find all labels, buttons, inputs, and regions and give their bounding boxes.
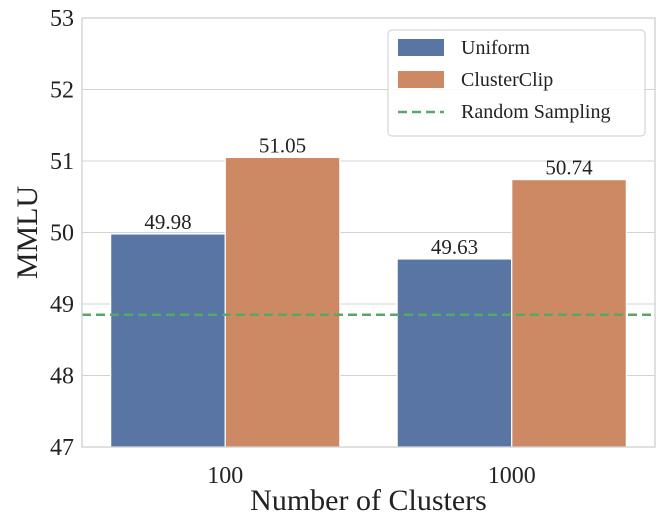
x-axis-label: Number of Clusters [250,484,487,517]
y-axis-label: MMLU [11,185,44,279]
y-ticks: 47 48 49 50 51 52 53 [50,6,74,461]
bar-labels: 49.98 51.05 49.63 50.74 [144,133,593,259]
bars [110,156,627,448]
bar-clusterclip-1000 [511,178,627,448]
y-tick-label: 50 [50,221,74,247]
legend-swatch-clusterclip [398,71,444,88]
y-tick-label: 51 [50,149,74,175]
legend-swatch-uniform [398,39,444,56]
bar-uniform-1000 [396,258,513,448]
data-label: 49.98 [144,210,191,234]
x-tick-label: 1000 [488,463,536,489]
bar-uniform-100 [110,233,226,448]
plot-frame [81,17,656,448]
legend-label: Uniform [461,37,530,59]
y-tick-label: 52 [50,78,74,104]
y-tick-label: 47 [50,435,74,461]
x-tick-label: 100 [207,463,243,489]
data-label: 50.74 [545,156,593,180]
legend-label: ClusterClip [461,69,553,91]
legend-box [387,29,646,137]
data-label: 49.63 [431,235,478,259]
y-tick-label: 49 [50,292,74,318]
y-tick-label: 53 [50,6,74,32]
bar-clusterclip-100 [224,156,341,448]
legend: Uniform ClusterClip Random Sampling [387,29,646,137]
legend-label: Random Sampling [461,101,610,123]
y-tick-label: 48 [50,364,74,390]
data-label: 51.05 [259,133,306,157]
x-ticks: 100 1000 [207,463,536,489]
